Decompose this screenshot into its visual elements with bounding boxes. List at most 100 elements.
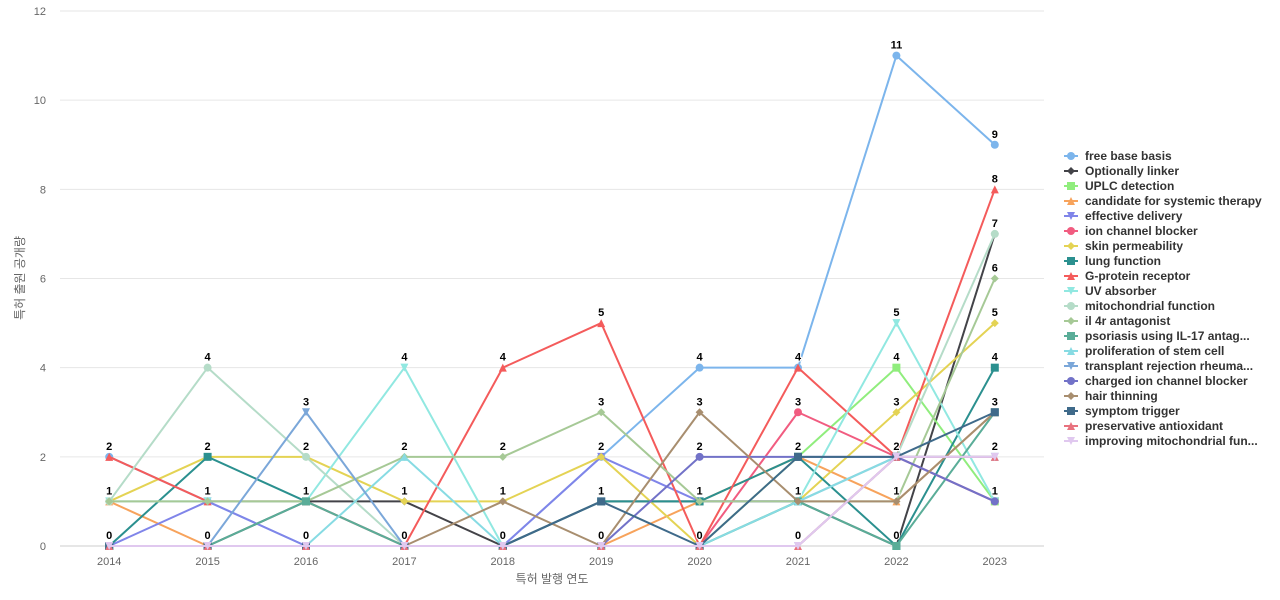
- legend-marker-icon: [1064, 331, 1078, 340]
- legend-item[interactable]: symptom trigger: [1064, 403, 1278, 418]
- series-point: [400, 497, 409, 506]
- legend-item[interactable]: UV absorber: [1064, 283, 1278, 298]
- x-tick-label: 2014: [97, 556, 121, 568]
- legend-item[interactable]: proliferation of stem cell: [1064, 343, 1278, 358]
- series-point: [794, 497, 802, 506]
- legend-label: ion channel blocker: [1085, 223, 1198, 238]
- series-point: [990, 452, 999, 461]
- series: [105, 452, 999, 550]
- y-axis-title: 특허 출원 공개량: [13, 236, 27, 320]
- legend-label: il 4r antagonist: [1085, 313, 1171, 328]
- data-label: 0: [795, 530, 801, 542]
- series-point: [105, 542, 114, 550]
- legend-marker-icon: [1064, 286, 1078, 295]
- data-label: 1: [992, 485, 998, 497]
- y-tick-label: 12: [34, 6, 46, 18]
- legend-marker-icon: [1064, 271, 1078, 280]
- legend-item[interactable]: improving mitochondrial fun...: [1064, 433, 1278, 448]
- legend-label: proliferation of stem cell: [1085, 343, 1225, 358]
- series-point: [990, 140, 999, 149]
- series-line: [109, 278, 996, 503]
- grid-lines: [60, 10, 1044, 547]
- series-point: [990, 319, 999, 328]
- legend-item[interactable]: skin permeability: [1064, 238, 1278, 253]
- series-group: [105, 51, 999, 550]
- series-point: [892, 408, 901, 417]
- legend-item[interactable]: effective delivery: [1064, 208, 1278, 223]
- data-label: 7: [992, 218, 998, 230]
- x-tick-label: 2021: [786, 556, 810, 568]
- data-label: 1: [205, 485, 211, 497]
- legend-item[interactable]: UPLC detection: [1064, 178, 1278, 193]
- legend-item[interactable]: free base basis: [1064, 148, 1278, 163]
- legend-item[interactable]: transplant rejection rheuma...: [1064, 358, 1278, 373]
- series-point: [990, 408, 999, 417]
- legend-item[interactable]: ion channel blocker: [1064, 223, 1278, 238]
- x-axis-ticks: 2014 2015 2016 2017 2018 2019 2020 2021 2022 2023: [97, 556, 1007, 568]
- data-label: 3: [893, 396, 899, 408]
- legend-label: preservative antioxidant: [1085, 418, 1224, 433]
- legend-item[interactable]: mitochondrial function: [1064, 298, 1278, 313]
- data-label: 9: [992, 129, 998, 141]
- series-point: [794, 452, 802, 461]
- legend-item[interactable]: G-protein receptor: [1064, 268, 1278, 283]
- series-point: [695, 542, 704, 550]
- data-label: 1: [303, 485, 309, 497]
- data-label: 0: [401, 530, 407, 542]
- data-label: 5: [992, 307, 998, 319]
- data-label: 4: [893, 352, 900, 364]
- legend-marker-icon: [1064, 166, 1078, 175]
- legend-item[interactable]: preservative antioxidant: [1064, 418, 1278, 433]
- series-point: [597, 408, 606, 417]
- data-label: 2: [205, 441, 211, 453]
- y-axis-ticks: 0 2 4 6 8 10 12: [34, 6, 46, 553]
- data-label: 3: [992, 396, 998, 408]
- data-label: 1: [893, 485, 899, 497]
- series-point: [695, 497, 704, 506]
- legend-item[interactable]: il 4r antagonist: [1064, 313, 1278, 328]
- data-label: 2: [106, 441, 112, 453]
- legend-marker-icon: [1064, 256, 1078, 265]
- legend-marker-icon: [1064, 151, 1078, 160]
- series: [105, 51, 999, 550]
- x-tick-label: 2016: [294, 556, 318, 568]
- series-point: [203, 363, 212, 372]
- series-point: [302, 452, 310, 461]
- legend-label: transplant rejection rheuma...: [1085, 358, 1254, 373]
- data-label: 5: [598, 307, 604, 319]
- series-point: [597, 497, 606, 506]
- series-point: [203, 542, 212, 550]
- legend-item[interactable]: candidate for systemic therapy: [1064, 193, 1278, 208]
- legend-marker-icon: [1064, 391, 1078, 400]
- series-point: [597, 542, 606, 550]
- data-label: 0: [303, 530, 309, 542]
- chart-legend: free base basis Optionally linker UPLC det…: [1064, 148, 1278, 448]
- legend-label: charged ion channel blocker: [1085, 373, 1248, 388]
- legend-marker-icon: [1064, 211, 1078, 220]
- series-point: [302, 542, 310, 550]
- legend-item[interactable]: Optionally linker: [1064, 163, 1278, 178]
- series-point: [498, 363, 507, 372]
- legend-label: improving mitochondrial fun...: [1085, 433, 1258, 448]
- data-label: 1: [106, 485, 112, 497]
- legend-item[interactable]: hair thinning: [1064, 388, 1278, 403]
- data-label: 3: [795, 396, 801, 408]
- series-point: [892, 542, 901, 550]
- series-point: [400, 363, 409, 372]
- legend-item[interactable]: psoriasis using IL-17 antag...: [1064, 328, 1278, 343]
- legend-label: candidate for systemic therapy: [1085, 193, 1262, 208]
- data-label: 1: [795, 485, 801, 497]
- series-point: [794, 542, 802, 550]
- data-label: 4: [697, 352, 704, 364]
- legend-label: skin permeability: [1085, 238, 1184, 253]
- data-label: 1: [598, 485, 604, 497]
- legend-item[interactable]: lung function: [1064, 253, 1278, 268]
- series-point: [892, 497, 901, 506]
- data-label: 2: [598, 441, 604, 453]
- series-point: [990, 363, 999, 372]
- series-point: [794, 408, 802, 417]
- series-point: [695, 408, 704, 417]
- y-tick-label: 2: [40, 452, 46, 464]
- series-point: [302, 408, 310, 417]
- legend-item[interactable]: charged ion channel blocker: [1064, 373, 1278, 388]
